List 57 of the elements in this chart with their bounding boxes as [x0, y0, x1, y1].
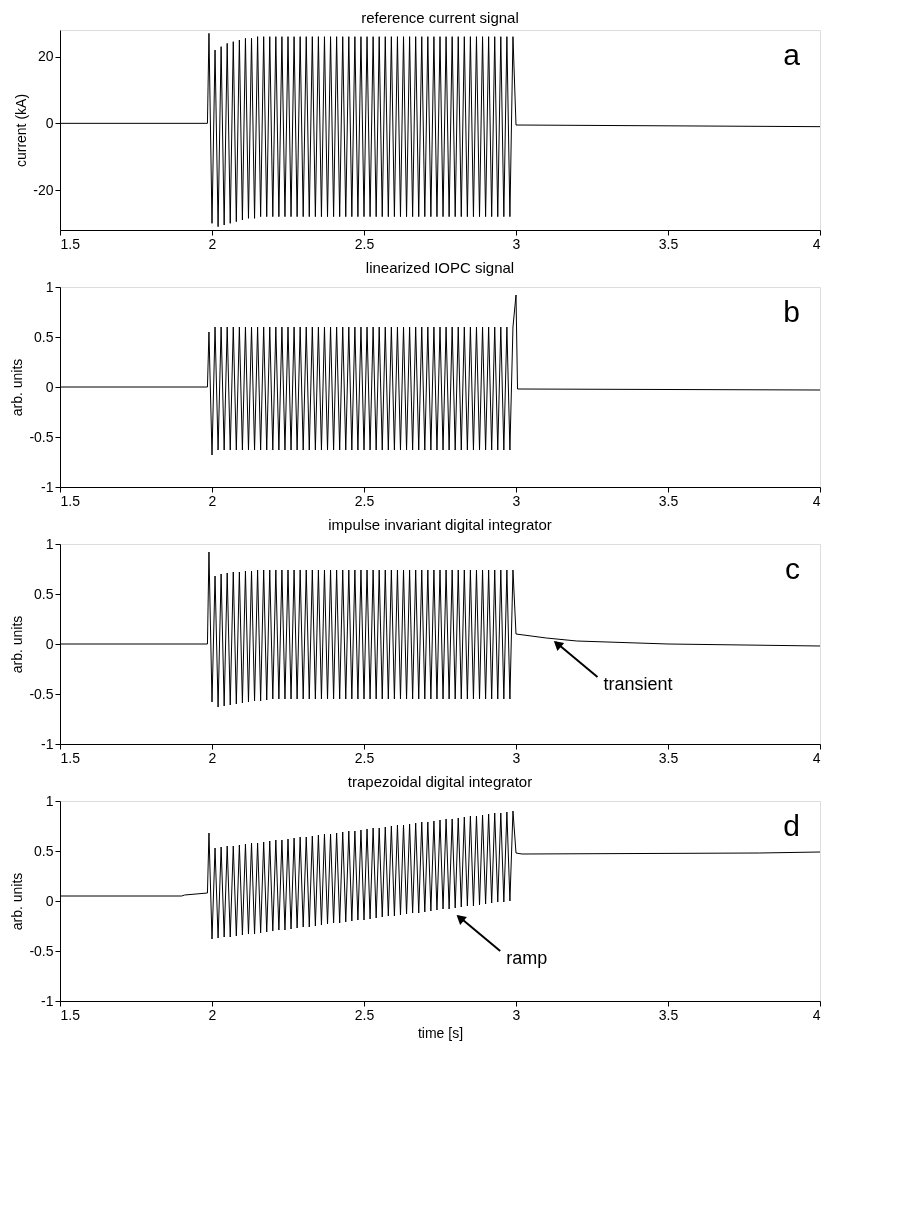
y-axis-title: arb. units: [9, 615, 26, 674]
x-tick-label: 3.5: [658, 235, 679, 252]
y-tick-label: -20: [33, 181, 54, 198]
y-tick-label: 0.5: [34, 585, 54, 602]
y-tick-label: 0: [45, 114, 54, 131]
x-tick-label: 4: [812, 235, 821, 252]
x-tick-label: 1.5: [60, 749, 81, 766]
x-tick-label: 2: [208, 235, 217, 252]
x-tick-label: 4: [812, 492, 821, 509]
chart-title: linearized IOPC signal: [365, 259, 515, 276]
y-tick-label: 1: [45, 278, 54, 295]
annotation: d: [783, 809, 800, 842]
y-tick-label: -0.5: [29, 428, 54, 445]
chart-title: trapezoidal digital integrator: [347, 773, 533, 790]
x-tick-label: 3: [512, 1006, 521, 1023]
x-tick-label: 2.5: [354, 492, 375, 509]
x-tick-label: 2.5: [354, 1006, 375, 1023]
annotation: c: [785, 552, 800, 585]
y-tick-label: -1: [41, 478, 54, 495]
x-tick-label: 2.5: [354, 235, 375, 252]
y-tick-label: 1: [45, 792, 54, 809]
x-tick-label: 1.5: [60, 492, 81, 509]
x-tick-label: 3.5: [658, 1006, 679, 1023]
x-tick-label: 4: [812, 1006, 821, 1023]
y-tick-label: -1: [41, 735, 54, 752]
x-tick-label: 3.5: [658, 749, 679, 766]
y-tick-label: 0: [45, 635, 54, 652]
x-tick-label: 3: [512, 235, 521, 252]
x-axis-title: time [s]: [417, 1024, 464, 1041]
x-tick-label: 3: [512, 749, 521, 766]
y-tick-label: -0.5: [29, 942, 54, 959]
annotation: a: [783, 38, 801, 71]
x-tick-label: 1.5: [60, 235, 81, 252]
y-tick-label: 20: [37, 48, 54, 65]
chart-title: impulse invariant digital integrator: [328, 516, 552, 533]
y-axis-title: arb. units: [9, 358, 26, 417]
y-tick-label: 0: [45, 892, 54, 909]
y-tick-label: -1: [41, 992, 54, 1009]
x-tick-label: 2.5: [354, 749, 375, 766]
chart-title: reference current signal: [361, 9, 519, 26]
y-tick-label: 0.5: [34, 842, 54, 859]
annotation: transient: [603, 674, 673, 694]
y-tick-label: 0: [45, 378, 54, 395]
x-tick-label: 3: [512, 492, 521, 509]
y-axis-title: arb. units: [9, 872, 26, 931]
x-tick-label: 1.5: [60, 1006, 81, 1023]
annotation: b: [783, 295, 800, 328]
x-tick-label: 2: [208, 492, 217, 509]
x-tick-label: 2: [208, 1006, 217, 1023]
x-tick-label: 3.5: [658, 492, 679, 509]
y-tick-label: 1: [45, 535, 54, 552]
annotation: ramp: [506, 948, 548, 968]
x-tick-label: 2: [208, 749, 217, 766]
x-tick-label: 4: [812, 749, 821, 766]
y-axis-title: current (kA): [13, 93, 30, 168]
y-tick-label: -0.5: [29, 685, 54, 702]
y-tick-label: 0.5: [34, 328, 54, 345]
